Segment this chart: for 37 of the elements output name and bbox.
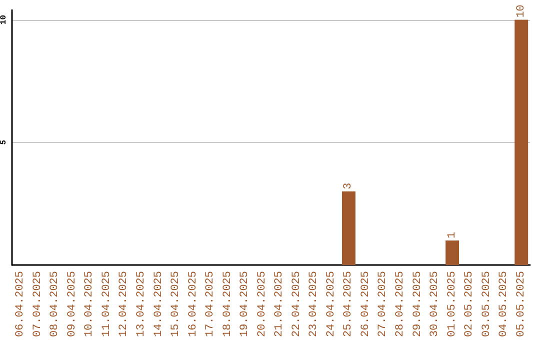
x-tick-label: 24.04.2025 (325, 270, 338, 338)
x-tick-label: 14.04.2025 (152, 270, 165, 338)
x-tick-label: 12.04.2025 (118, 270, 130, 338)
x-tick-label: 21.04.2025 (274, 270, 286, 338)
data-label: 3 (342, 182, 355, 190)
bar (514, 20, 528, 265)
x-tick-label: 15.04.2025 (170, 270, 182, 338)
x-tick-label: 26.04.2025 (360, 270, 372, 338)
x-tick-label: 07.04.2025 (32, 270, 44, 338)
x-tick-label: 10.04.2025 (84, 270, 96, 338)
y-tick-label: 5 (0, 140, 8, 145)
x-tick-label: 18.04.2025 (222, 270, 234, 338)
x-tick-label: 05.05.2025 (515, 270, 528, 338)
x-tick-label: 25.04.2025 (342, 270, 355, 338)
x-tick-label: 06.04.2025 (14, 270, 27, 338)
x-tick-label: 16.04.2025 (187, 270, 200, 338)
x-tick-label: 23.04.2025 (308, 270, 320, 338)
x-tick-label: 01.05.2025 (446, 270, 458, 338)
x-tick-label: 02.05.2025 (464, 270, 476, 338)
x-tick-label: 20.04.2025 (256, 270, 268, 338)
x-tick-label: 08.04.2025 (49, 270, 62, 338)
x-tick-label: 09.04.2025 (66, 270, 78, 338)
bar (446, 240, 460, 265)
x-tick-label: 04.05.2025 (498, 270, 510, 338)
x-tick-label: 03.05.2025 (480, 270, 493, 338)
x-tick-label: 27.04.2025 (377, 270, 390, 338)
data-label: 1 (446, 231, 458, 238)
data-label: 10 (515, 4, 528, 18)
bar (342, 191, 356, 265)
x-tick-label: 17.04.2025 (204, 270, 217, 338)
x-tick-label: 30.04.2025 (429, 270, 442, 338)
x-tick-label: 11.04.2025 (100, 270, 113, 338)
x-tick-label: 22.04.2025 (290, 270, 303, 338)
x-tick-label: 29.04.2025 (412, 270, 424, 338)
x-tick-label: 19.04.2025 (239, 270, 252, 338)
x-tick-label: 28.04.2025 (394, 270, 406, 338)
x-tick-label: 13.04.2025 (136, 270, 148, 338)
